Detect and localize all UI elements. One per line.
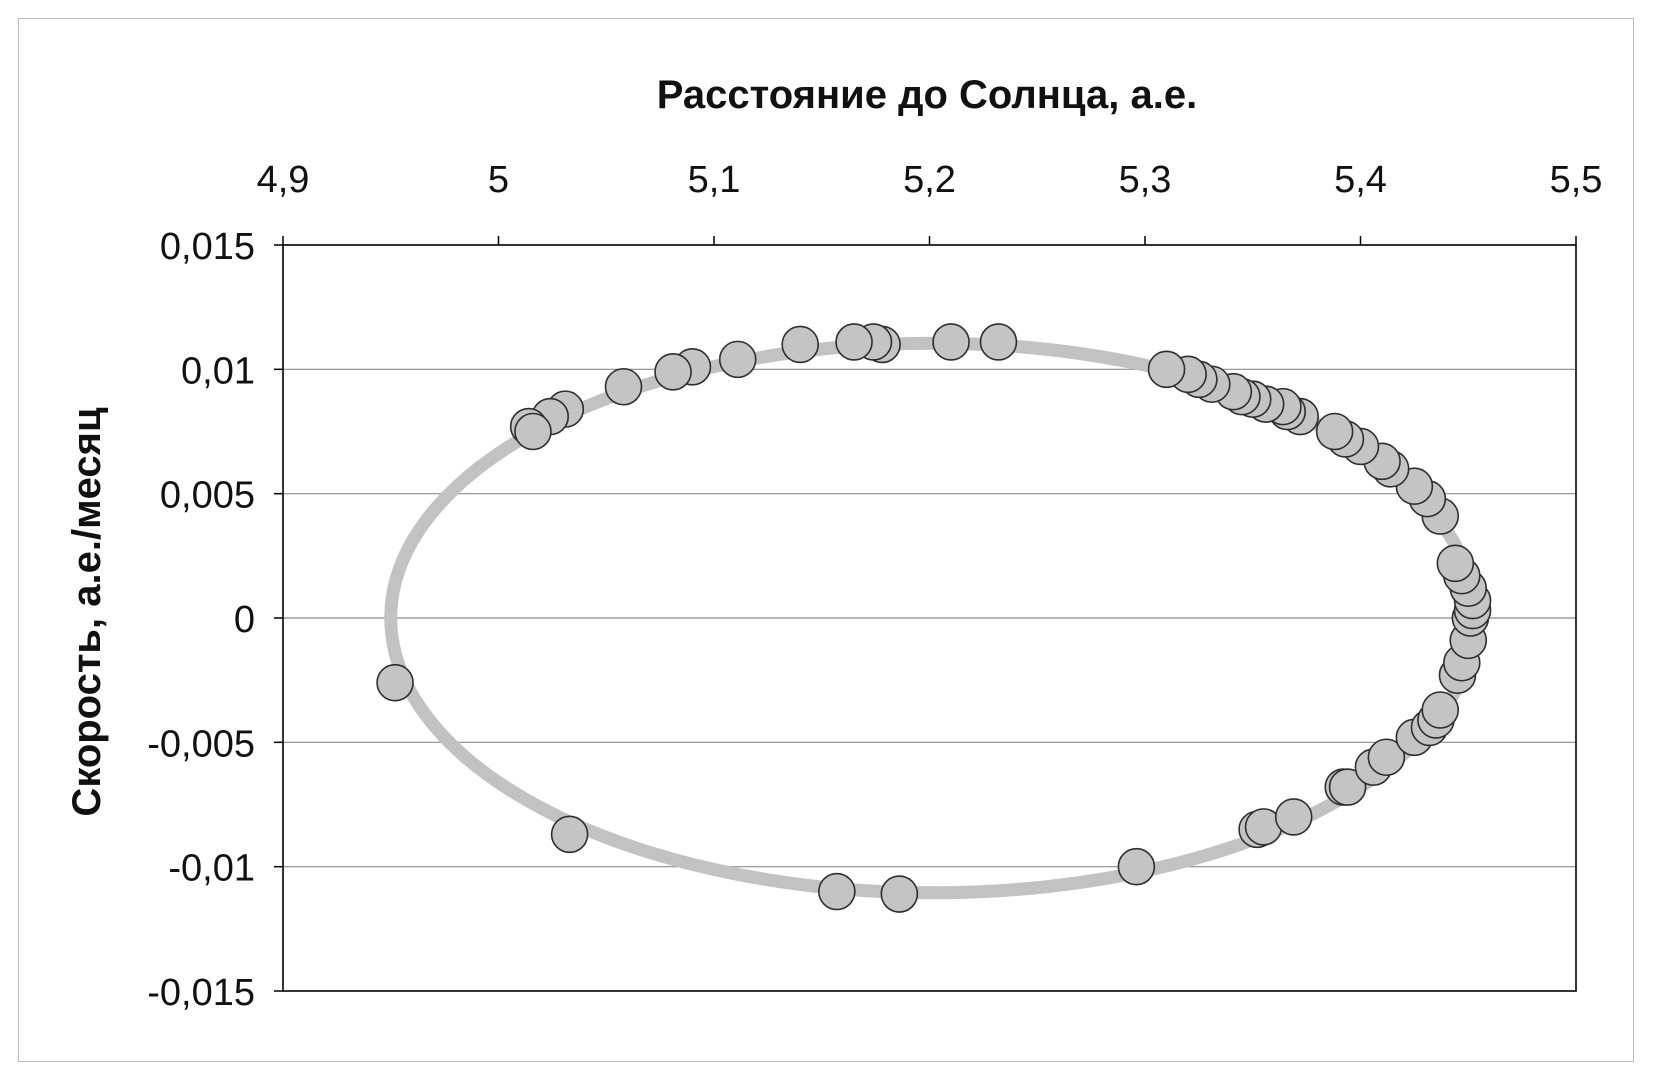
data-point — [514, 412, 552, 451]
x-tick-label: 5,4 — [1334, 159, 1387, 201]
y-tick-label: 0 — [234, 599, 255, 641]
data-point — [1328, 768, 1367, 806]
data-point — [979, 323, 1018, 361]
x-tick-label: 5,5 — [1550, 159, 1603, 201]
data-point — [818, 872, 856, 911]
x-tick-label: 5 — [488, 159, 509, 201]
data-markers — [376, 323, 1492, 913]
axes — [274, 236, 1577, 992]
data-point — [781, 325, 820, 364]
data-point — [376, 663, 414, 702]
grid-lines — [283, 368, 1576, 868]
data-point — [880, 875, 919, 913]
x-tick-labels: 4,9 5 5,1 5,2 5,3 5,4 5,5 — [257, 159, 1603, 201]
y-tick-labels: 0,015 0,01 0,005 0 -0,005 -0,01 -0,015 — [147, 226, 255, 1014]
x-tick-label: 5,1 — [688, 159, 741, 201]
x-tick-label: 5,2 — [903, 159, 956, 201]
plot-area-border — [282, 244, 1577, 992]
x-axis-title: Расстояние до Солнца, а.е. — [657, 73, 1197, 117]
data-point — [550, 815, 589, 854]
data-point — [1274, 798, 1313, 836]
data-point — [1421, 691, 1460, 729]
y-tick-label: 0,005 — [160, 475, 255, 517]
data-point — [932, 323, 970, 361]
y-tick-label: -0,005 — [147, 723, 255, 765]
data-point — [1117, 847, 1156, 886]
x-tick-label: 4,9 — [257, 159, 310, 201]
data-point — [1147, 350, 1186, 389]
data-point — [1436, 544, 1475, 583]
data-point — [1367, 738, 1406, 777]
data-point — [604, 367, 643, 406]
y-tick-label: 0,01 — [181, 350, 255, 392]
x-tick-label: 5,3 — [1119, 159, 1172, 201]
data-point — [718, 340, 757, 379]
y-axis-title: Скорость, а.е./месяц — [65, 407, 109, 817]
y-tick-label: 0,015 — [160, 226, 255, 268]
y-tick-label: -0,01 — [168, 848, 255, 890]
y-tick-label: -0,015 — [147, 972, 255, 1014]
data-point — [835, 323, 873, 361]
data-point — [654, 353, 692, 391]
data-point — [1315, 412, 1354, 451]
